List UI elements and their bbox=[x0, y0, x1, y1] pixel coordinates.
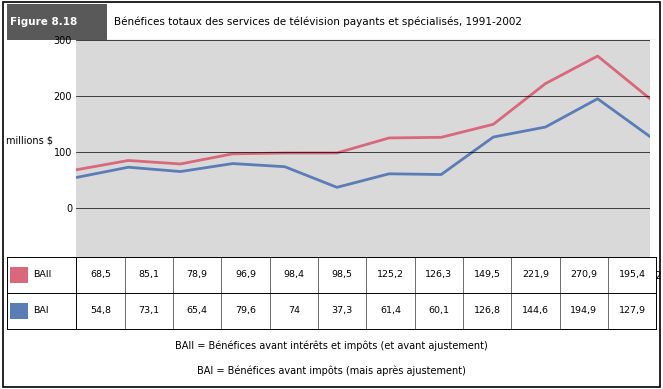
Text: BAI = Bénéfices avant impôts (mais après ajustement): BAI = Bénéfices avant impôts (mais après… bbox=[197, 366, 466, 376]
Text: 54,8: 54,8 bbox=[90, 306, 111, 315]
Text: BAII: BAII bbox=[33, 270, 52, 279]
Text: 98,5: 98,5 bbox=[332, 270, 353, 279]
Text: 60,1: 60,1 bbox=[428, 306, 450, 315]
Text: 85,1: 85,1 bbox=[139, 270, 159, 279]
Text: 65,4: 65,4 bbox=[186, 306, 208, 315]
Text: 98,4: 98,4 bbox=[283, 270, 304, 279]
Text: 221,9: 221,9 bbox=[522, 270, 549, 279]
Text: 37,3: 37,3 bbox=[332, 306, 353, 315]
Text: 125,2: 125,2 bbox=[377, 270, 404, 279]
Text: 79,6: 79,6 bbox=[235, 306, 256, 315]
Text: 96,9: 96,9 bbox=[235, 270, 256, 279]
Text: Figure 8.18: Figure 8.18 bbox=[10, 17, 77, 27]
Text: 74: 74 bbox=[288, 306, 300, 315]
Text: 270,9: 270,9 bbox=[570, 270, 597, 279]
Text: millions $: millions $ bbox=[7, 136, 53, 146]
Text: 127,9: 127,9 bbox=[619, 306, 646, 315]
Text: 68,5: 68,5 bbox=[90, 270, 111, 279]
Text: 195,4: 195,4 bbox=[619, 270, 646, 279]
Text: BAII = Bénéfices avant intérêts et impôts (et avant ajustement): BAII = Bénéfices avant intérêts et impôt… bbox=[175, 340, 488, 351]
Text: 78,9: 78,9 bbox=[186, 270, 208, 279]
Text: 126,3: 126,3 bbox=[425, 270, 452, 279]
Text: 194,9: 194,9 bbox=[570, 306, 597, 315]
Text: 144,6: 144,6 bbox=[522, 306, 549, 315]
Text: 149,5: 149,5 bbox=[473, 270, 501, 279]
Text: Bénéfices totaux des services de télévision payants et spécialisés, 1991-2002: Bénéfices totaux des services de télévis… bbox=[114, 17, 522, 27]
Text: BAI: BAI bbox=[33, 306, 49, 315]
Text: 61,4: 61,4 bbox=[380, 306, 401, 315]
Text: 73,1: 73,1 bbox=[138, 306, 159, 315]
Bar bbox=[10, 303, 28, 319]
Text: 126,8: 126,8 bbox=[473, 306, 501, 315]
Bar bbox=[7, 4, 107, 40]
Bar bbox=[10, 267, 28, 283]
